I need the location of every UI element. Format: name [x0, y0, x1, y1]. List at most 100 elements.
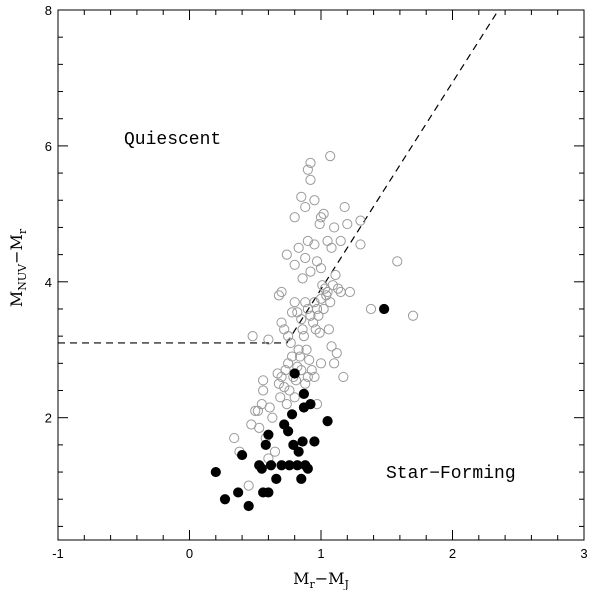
y-axis-title-main: M — [7, 291, 26, 307]
y-tick-label: 2 — [45, 411, 52, 426]
open-point — [276, 317, 287, 328]
open-point — [329, 222, 340, 233]
y-axis-title-mid: −M — [7, 234, 26, 264]
open-point — [286, 351, 298, 362]
open-point — [281, 399, 292, 410]
open-point — [289, 259, 300, 270]
open-point — [300, 378, 311, 389]
open-point — [309, 239, 320, 250]
open-point — [300, 201, 311, 213]
points-layer — [210, 150, 419, 512]
plot-frame — [57, 9, 585, 541]
open-point — [280, 365, 291, 376]
filled-point — [302, 463, 313, 474]
open-point — [329, 358, 340, 369]
x-tick-label: 1 — [317, 546, 324, 561]
open-point — [258, 385, 269, 396]
open-point — [289, 212, 300, 223]
open-point — [304, 354, 315, 366]
open-point — [285, 337, 296, 349]
open-point — [325, 297, 336, 308]
open-point — [254, 422, 265, 433]
ticks-layer — [57, 9, 585, 540]
filled-point — [288, 439, 299, 450]
open-point — [296, 314, 307, 325]
x-tick-label: 2 — [449, 546, 456, 561]
open-point — [322, 286, 333, 298]
filled-point — [219, 494, 231, 505]
x-axis-title-sub1: r — [309, 578, 315, 590]
filled-point — [237, 449, 248, 461]
open-point — [305, 310, 316, 321]
open-point — [331, 348, 342, 359]
x-tick-label: 3 — [580, 546, 587, 561]
open-point — [344, 286, 356, 298]
open-point — [289, 297, 300, 308]
x-axis-title-mid: −M — [315, 569, 345, 588]
open-point — [392, 256, 403, 267]
filled-point — [297, 436, 308, 447]
open-point — [305, 157, 316, 168]
divider-layer — [58, 9, 500, 344]
open-point — [301, 344, 312, 355]
open-point — [318, 303, 329, 315]
open-point — [305, 174, 316, 185]
open-point — [294, 351, 306, 362]
x-axis-title: Mr−MJ — [293, 569, 349, 590]
open-point — [311, 303, 323, 315]
open-point — [302, 235, 313, 247]
open-point — [289, 392, 300, 403]
x-axis-title-sub2: J — [344, 578, 349, 590]
open-point — [317, 280, 328, 291]
x-tick-label: 0 — [186, 546, 193, 561]
y-axis-title: MNUV−Mr — [7, 228, 29, 307]
filled-point — [298, 388, 310, 400]
open-point — [273, 378, 285, 389]
open-point — [325, 150, 336, 162]
open-point — [365, 303, 377, 315]
filled-point — [286, 409, 298, 420]
open-point — [313, 310, 324, 321]
open-point — [326, 341, 337, 352]
open-point — [355, 215, 366, 226]
open-point — [309, 195, 320, 206]
open-point — [293, 344, 304, 355]
open-point — [258, 375, 269, 386]
open-point — [315, 358, 327, 369]
open-point — [273, 290, 285, 301]
open-point — [297, 324, 308, 335]
filled-point — [293, 446, 304, 457]
open-point — [297, 273, 308, 284]
open-point — [302, 164, 313, 175]
open-point — [276, 286, 287, 298]
open-point — [318, 208, 329, 219]
open-point — [330, 269, 341, 281]
filled-point — [233, 487, 244, 498]
open-point — [284, 385, 295, 396]
star-forming-label: Star−Forming — [386, 464, 516, 484]
open-point — [283, 331, 294, 342]
open-point — [339, 201, 350, 213]
y-tick-label: 4 — [45, 275, 52, 290]
open-point — [296, 191, 307, 202]
open-point — [275, 392, 286, 403]
open-point — [250, 405, 261, 416]
open-point — [267, 412, 278, 423]
filled-point — [210, 466, 221, 478]
y-tick-label: 8 — [45, 3, 52, 18]
filled-point — [309, 436, 320, 447]
divider-line — [58, 9, 500, 344]
open-point — [335, 235, 346, 247]
open-point — [342, 218, 353, 230]
filled-point — [263, 429, 274, 440]
open-point — [279, 382, 290, 393]
open-point — [286, 307, 298, 318]
open-point — [355, 239, 366, 250]
filled-point — [271, 473, 282, 484]
filled-point — [260, 439, 271, 450]
open-point — [269, 446, 281, 457]
open-point — [338, 371, 349, 383]
open-point — [243, 480, 254, 491]
filled-point — [265, 460, 277, 471]
